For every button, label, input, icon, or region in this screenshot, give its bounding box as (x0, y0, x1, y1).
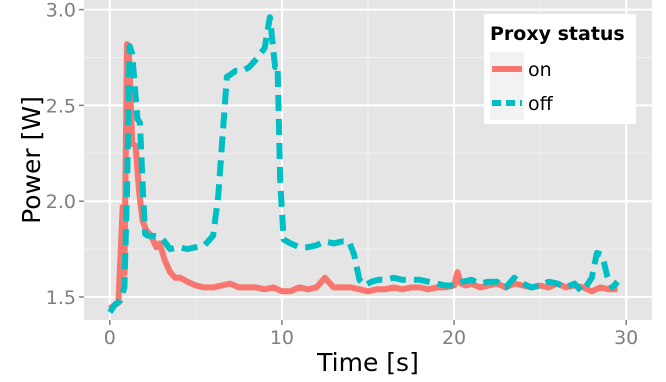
grid-major (84, 0, 652, 320)
x-tick-label: 10 (270, 327, 294, 349)
legend-label-on: on (528, 59, 552, 81)
y-tick-label: 2.5 (46, 95, 76, 117)
x-tick-label: 20 (442, 327, 466, 349)
y-tick-label: 1.5 (46, 287, 76, 309)
y-tick-label: 2.0 (46, 191, 76, 213)
legend-label-off: off (528, 93, 554, 115)
y-tick-label: 3.0 (46, 0, 76, 22)
legend-title: Proxy status (490, 23, 625, 45)
y-axis-title: Power [W] (17, 96, 46, 224)
series-layer (107, 14, 620, 314)
x-tick-label: 30 (614, 327, 638, 349)
x-axis-title: Time [s] (316, 348, 419, 377)
x-tick-label: 0 (104, 327, 116, 349)
y-axis-ticks: 1.5 2.0 2.5 3.0 (46, 0, 84, 309)
legend: Proxy status on off (484, 14, 636, 124)
x-axis-ticks: 0 10 20 30 (104, 320, 638, 349)
series-line-off (107, 14, 620, 314)
